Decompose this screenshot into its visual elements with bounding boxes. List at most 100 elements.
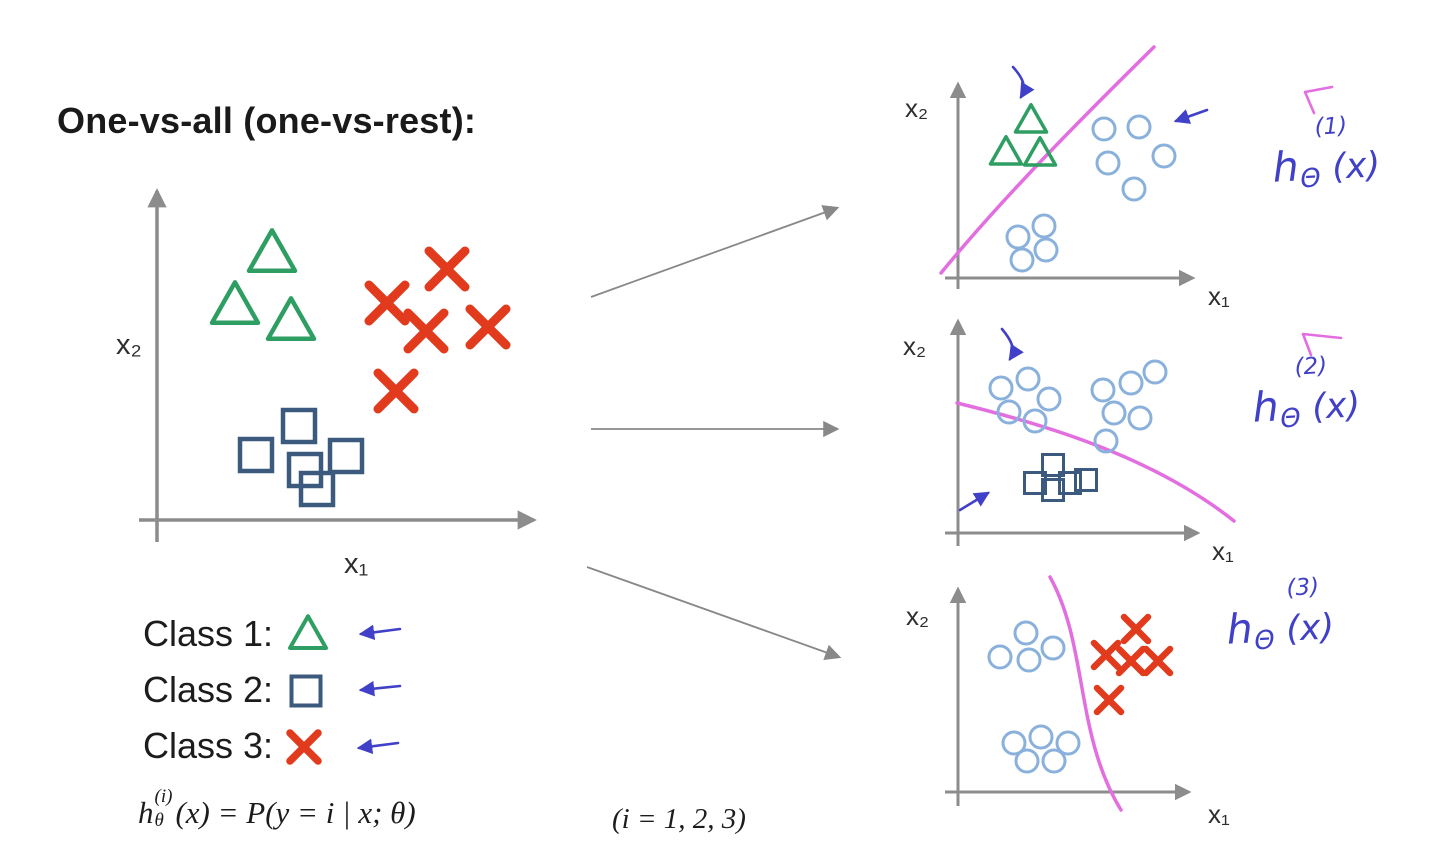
- formula-scripts: (i) θ: [155, 786, 173, 832]
- triangle-marker: [265, 296, 317, 342]
- hypothesis-2-superscript: (2): [1293, 352, 1328, 381]
- hypothesis-1-h: h: [1271, 142, 1300, 192]
- circle-marker: [1040, 635, 1066, 661]
- circle-marker: [1093, 428, 1119, 454]
- hypothesis-label-3: (3) hΘ (x): [1224, 574, 1335, 657]
- pink-check-2: [1301, 332, 1343, 357]
- hypothesis-formula: h (i) θ (x) = P(y = i | x; θ): [138, 786, 416, 841]
- hypothesis-2-h: h: [1251, 382, 1280, 432]
- circle-marker: [1101, 400, 1127, 426]
- legend-class-2-label: Class 2:: [143, 669, 274, 710]
- hypothesis-2-expression: hΘ (x): [1251, 380, 1361, 435]
- hypothesis-1-arg: (x): [1331, 145, 1382, 188]
- square-marker: [1041, 478, 1065, 502]
- square-marker: [1074, 468, 1098, 492]
- circle-marker: [1090, 377, 1116, 403]
- formula-index-note: (i = 1, 2, 3): [612, 803, 746, 835]
- subplot1-x2-label: x₂: [905, 93, 929, 123]
- circle-marker: [1033, 237, 1059, 263]
- square-marker: [1023, 471, 1047, 495]
- subplot2-x1-label: x₁: [1212, 536, 1234, 566]
- cross-marker: [286, 729, 322, 765]
- hypothesis-2-arg: (x): [1311, 385, 1362, 428]
- hypothesis-1-theta: Θ: [1299, 163, 1322, 195]
- cross-marker: [1142, 645, 1174, 677]
- circle-marker: [1016, 647, 1042, 673]
- hypothesis-3-theta: Θ: [1253, 625, 1276, 657]
- hypothesis-label-1: (1) hΘ (x): [1270, 113, 1381, 195]
- connector-arrow: [590, 205, 840, 298]
- circle-marker: [1022, 408, 1048, 434]
- circle-marker: [1091, 116, 1117, 142]
- circle-marker: [1015, 366, 1041, 392]
- cross-marker: [1090, 639, 1122, 671]
- triangle-marker: [246, 228, 298, 274]
- decision-boundary: [1048, 575, 1123, 812]
- subplot-2: [945, 318, 1236, 546]
- cross-marker: [424, 246, 470, 292]
- subplot-3: [945, 575, 1192, 812]
- cross-marker: [1115, 645, 1147, 677]
- subplot-1: [939, 45, 1196, 289]
- circle-marker: [1001, 730, 1027, 756]
- cross-marker: [364, 280, 410, 326]
- hypothesis-3-arg: (x): [1285, 607, 1336, 650]
- square-marker: [1058, 471, 1082, 495]
- connector-arrow: [586, 566, 842, 660]
- circle-marker: [987, 644, 1013, 670]
- circle-marker: [1036, 386, 1062, 412]
- formula-rest: (x) = P(y = i | x; θ): [175, 795, 416, 830]
- square-marker: [327, 437, 365, 475]
- legend-class3-arrow: [356, 738, 400, 755]
- subplot1-x1-label: x₁: [1208, 281, 1230, 311]
- square-marker: [237, 436, 275, 474]
- subplot1-down-arrow: [1011, 65, 1035, 100]
- pink-check-1: [1303, 85, 1334, 115]
- legend-class-1-label: Class 1:: [143, 613, 274, 654]
- circle-marker: [1126, 114, 1152, 140]
- subplot3-x2-label: x₂: [906, 601, 930, 631]
- square-marker: [286, 451, 324, 489]
- cross-marker: [1120, 613, 1152, 645]
- circle-marker: [1095, 150, 1121, 176]
- legend-markers: [286, 614, 328, 765]
- square-marker: [1041, 453, 1065, 477]
- hypothesis-label-2: (2) hΘ (x): [1250, 353, 1361, 435]
- circle-marker: [1055, 730, 1081, 756]
- circle-marker: [988, 375, 1014, 401]
- formula-superscript: (i): [154, 786, 173, 807]
- main-plot-x1-label: x₁: [344, 548, 369, 580]
- decision-boundary: [955, 401, 1236, 523]
- triangle-marker: [209, 280, 261, 326]
- cross-marker: [465, 304, 511, 350]
- circle-marker: [1005, 224, 1031, 250]
- hypothesis-3-h: h: [1225, 604, 1254, 654]
- cross-marker: [1093, 684, 1125, 716]
- main-plot: [139, 188, 537, 542]
- subplot1-left-arrow: [1173, 108, 1209, 124]
- triangle-marker: [1022, 135, 1058, 167]
- subplot3-x1-label: x₁: [1208, 799, 1230, 829]
- legend-class1-arrow: [358, 624, 402, 641]
- hypothesis-1-expression: hΘ (x): [1271, 140, 1381, 195]
- triangle-marker: [988, 134, 1024, 166]
- formula-subscript: θ: [154, 810, 164, 831]
- slide-title: One-vs-all (one-vs-rest):: [57, 100, 477, 141]
- decision-boundary: [939, 45, 1156, 275]
- triangle-marker: [288, 614, 328, 650]
- circle-marker: [1127, 405, 1153, 431]
- square-marker: [280, 407, 318, 445]
- circle-marker: [996, 399, 1022, 425]
- circle-marker: [1041, 748, 1067, 774]
- circle-marker: [1031, 213, 1057, 239]
- hypothesis-3-expression: hΘ (x): [1225, 602, 1335, 657]
- circle-marker: [1013, 620, 1039, 646]
- circle-marker: [1121, 176, 1147, 202]
- subplot2-up-arrow: [958, 491, 991, 512]
- subplot2-down-arrow: [1000, 327, 1024, 361]
- circle-marker: [1014, 748, 1040, 774]
- square-marker: [298, 470, 336, 508]
- formula-h: h: [138, 795, 154, 830]
